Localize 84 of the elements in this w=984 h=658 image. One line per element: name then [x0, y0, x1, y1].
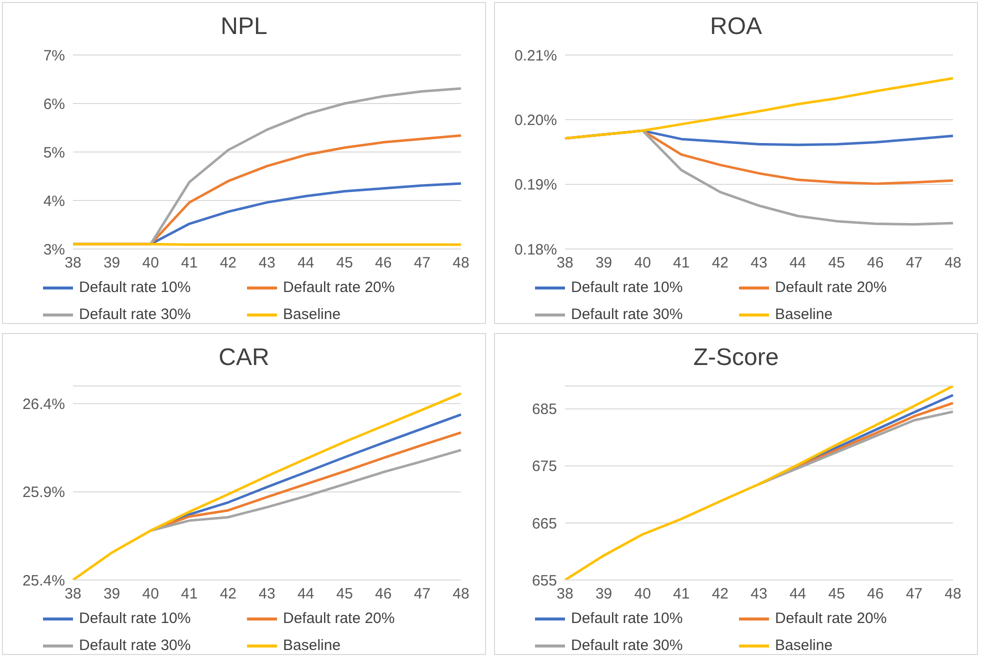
legend-label: Default rate 30%: [79, 637, 191, 654]
x-tick-label: 42: [220, 254, 237, 272]
y-tick-label: 665: [532, 515, 557, 532]
x-tick-label: 41: [181, 254, 198, 272]
line-series: [564, 386, 954, 580]
legend-label: Default rate 20%: [775, 610, 887, 627]
x-tick-label: 44: [789, 586, 806, 603]
line-series: [564, 77, 954, 140]
x-tick-label: 38: [64, 254, 82, 272]
legend-label: Default rate 20%: [283, 610, 395, 627]
x-tick-label: 40: [634, 586, 651, 603]
legend-label: Default rate 30%: [571, 306, 683, 323]
x-tick-label: 39: [103, 254, 120, 272]
legend-label: Default rate 10%: [79, 279, 191, 296]
y-tick-label: 7%: [43, 47, 65, 64]
y-tick-label: 0.21%: [514, 47, 557, 64]
legend-label: Baseline: [283, 637, 341, 654]
chart-title: ROA: [708, 13, 763, 42]
y-tick-label: 6%: [43, 96, 65, 113]
y-tick-label: 0.18%: [514, 241, 557, 258]
x-tick-label: 39: [595, 254, 612, 272]
x-tick-label: 46: [867, 254, 884, 272]
x-tick-label: 38: [64, 586, 82, 603]
legend-label: Default rate 20%: [775, 279, 887, 296]
x-tick-label: 45: [828, 254, 845, 272]
x-tick-label: 47: [906, 586, 923, 603]
y-tick-label: 0.20%: [514, 112, 557, 129]
legend-label: Baseline: [775, 637, 833, 654]
x-tick-label: 38: [556, 586, 574, 603]
x-tick-label: 43: [750, 586, 768, 603]
x-tick-label: 48: [944, 586, 962, 603]
x-tick-label: 45: [828, 586, 845, 603]
x-tick-label: 44: [789, 254, 806, 272]
x-tick-label: 42: [712, 586, 729, 603]
x-tick-label: 45: [336, 254, 353, 272]
y-tick-label: 685: [532, 401, 557, 418]
chart-title: NPL: [220, 13, 268, 42]
legend-label: Default rate 30%: [79, 306, 191, 323]
x-tick-label: 40: [142, 586, 159, 603]
line-series: [72, 392, 462, 580]
chart-title: CAR: [218, 344, 270, 373]
x-tick-label: 38: [556, 254, 574, 272]
y-tick-label: 4%: [43, 192, 65, 210]
x-tick-label: 42: [712, 254, 729, 272]
x-tick-label: 45: [336, 586, 353, 603]
y-tick-label: 25.4%: [22, 572, 65, 590]
legend-label: Baseline: [775, 306, 833, 323]
legend-label: Default rate 20%: [283, 279, 395, 296]
legend-label: Default rate 10%: [79, 610, 191, 627]
x-tick-label: 48: [452, 254, 470, 272]
legend-label: Baseline: [283, 306, 341, 323]
x-tick-label: 40: [634, 254, 651, 272]
x-tick-label: 41: [673, 254, 690, 272]
x-tick-label: 47: [414, 586, 431, 603]
x-tick-label: 48: [944, 254, 962, 272]
x-tick-label: 39: [595, 586, 612, 603]
x-tick-label: 40: [142, 254, 159, 272]
x-tick-label: 41: [181, 586, 198, 603]
y-tick-label: 3%: [43, 241, 65, 258]
x-tick-label: 43: [750, 254, 768, 272]
legend-label: Default rate 30%: [571, 637, 683, 654]
legend-label: Default rate 10%: [571, 279, 683, 296]
x-tick-label: 44: [297, 254, 314, 272]
x-tick-label: 39: [103, 586, 120, 603]
chart-title: Z-Score: [692, 344, 780, 373]
y-tick-label: 655: [532, 572, 557, 590]
x-tick-label: 47: [414, 254, 431, 272]
x-tick-label: 46: [375, 254, 392, 272]
x-tick-label: 46: [867, 586, 884, 603]
x-tick-label: 41: [673, 586, 690, 603]
x-tick-label: 46: [375, 586, 392, 603]
x-tick-label: 43: [258, 254, 276, 272]
legend-label: Default rate 10%: [571, 610, 683, 627]
x-tick-label: 42: [220, 586, 237, 603]
y-tick-label: 0.19%: [514, 176, 557, 194]
y-tick-label: 5%: [43, 144, 65, 162]
x-tick-label: 48: [452, 586, 470, 603]
x-tick-label: 47: [906, 254, 923, 272]
x-tick-label: 43: [258, 586, 276, 603]
y-tick-label: 25.9%: [22, 484, 65, 502]
y-tick-label: 675: [532, 458, 557, 476]
line-series: [149, 448, 462, 532]
y-tick-label: 26.4%: [22, 396, 65, 413]
x-tick-label: 44: [297, 586, 314, 603]
